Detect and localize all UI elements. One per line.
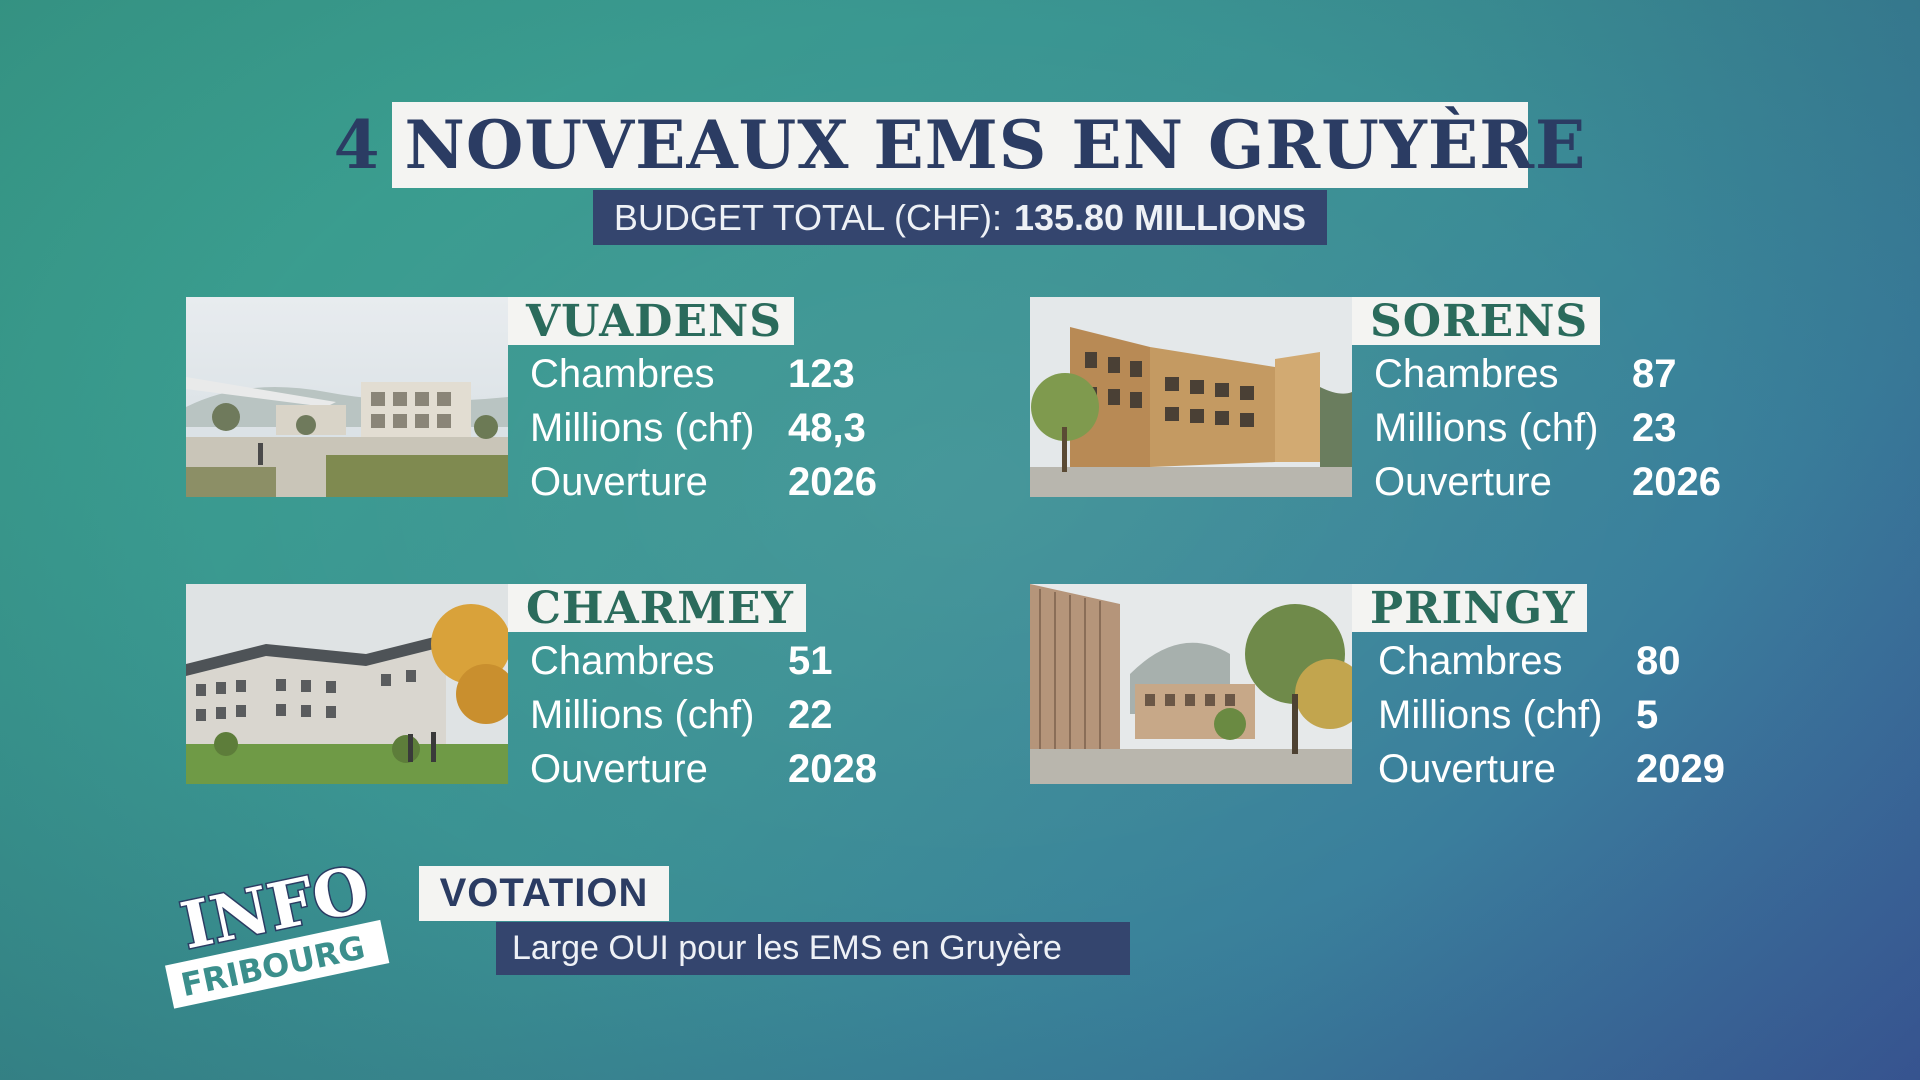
stat-label: Chambres [1374,351,1559,396]
stat-row-rooms: Chambres 123 [530,347,855,401]
project-card-vuadens: VUADENS Chambres 123 Millions (chf) 48,3… [186,295,906,504]
project-card-pringy: PRINGY Chambres 80 Millions (chf) 5 Ouve… [1030,582,1750,791]
stat-row-millions: Millions (chf) 23 [1374,401,1677,455]
budget-banner: BUDGET TOTAL (CHF): 135.80 MILLIONS [593,190,1327,245]
stat-row-millions: Millions (chf) 48,3 [530,401,866,455]
vuadens-rendering-image [186,297,508,497]
votation-label: VOTATION [439,871,649,915]
stat-row-opening: Ouverture 2029 [1378,742,1725,796]
project-card-sorens: SORENS Chambres 87 Millions (chf) 23 Ouv… [1030,295,1750,504]
stat-value: 80 [1636,638,1681,683]
stat-value: 23 [1632,405,1677,450]
stat-label: Chambres [530,638,715,683]
stat-row-rooms: Chambres 80 [1378,634,1681,688]
stat-value: 87 [1632,351,1677,396]
stat-value: 2028 [788,746,877,791]
budget-label: BUDGET TOTAL (CHF): [613,196,1002,238]
stat-label: Millions (chf) [530,692,755,737]
stat-label: Chambres [1378,638,1563,683]
pringy-rendering-image [1030,584,1352,784]
project-name-tag: PRINGY [1352,582,1588,634]
stat-value: 5 [1636,692,1659,737]
stat-row-opening: Ouverture 2028 [530,742,877,796]
stat-row-opening: Ouverture 2026 [1374,455,1721,509]
stat-label: Millions (chf) [1378,692,1603,737]
subtitle-banner: Large OUI pour les EMS en Gruyère [496,922,1130,975]
stat-row-opening: Ouverture 2026 [530,455,877,509]
stat-value: 51 [788,638,833,683]
votation-tag: VOTATION [419,866,669,921]
stat-label: Ouverture [1378,746,1556,791]
budget-value: 135.80 MILLIONS [1013,196,1307,238]
project-name-tag: CHARMEY [508,582,806,634]
stat-value: 22 [788,692,833,737]
page-title: 4 NOUVEAUX EMS EN GRUYÈRE [333,106,1587,184]
stat-label: Millions (chf) [1374,405,1599,450]
project-name-tag: SORENS [1352,295,1601,347]
project-name: SORENS [1370,295,1589,347]
sorens-rendering-image [1030,297,1352,497]
stat-row-millions: Millions (chf) 22 [530,688,833,742]
logo-banner [165,919,390,1009]
stat-row-rooms: Chambres 51 [530,634,833,688]
stat-value: 2026 [788,459,877,504]
charmey-rendering-image [186,584,508,784]
info-fribourg-logo: INFO FRIBOURG [150,850,400,1010]
stat-label: Ouverture [530,746,708,791]
stat-value: 2026 [1632,459,1721,504]
stat-row-rooms: Chambres 87 [1374,347,1677,401]
project-name: CHARMEY [526,582,794,634]
stat-value: 123 [788,351,855,396]
stat-label: Ouverture [530,459,708,504]
project-name: VUADENS [526,295,782,347]
subtitle-text: Large OUI pour les EMS en Gruyère [512,929,1062,967]
title-banner: 4 NOUVEAUX EMS EN GRUYÈRE [334,102,1585,188]
stat-value: 2029 [1636,746,1725,791]
stat-value: 48,3 [788,405,866,450]
stat-row-millions: Millions (chf) 5 [1378,688,1658,742]
project-card-charmey: CHARMEY Chambres 51 Millions (chf) 22 Ou… [186,582,906,791]
project-name: PRINGY [1370,582,1576,634]
stat-label: Chambres [530,351,715,396]
stat-label: Ouverture [1374,459,1552,504]
stat-label: Millions (chf) [530,405,755,450]
project-name-tag: VUADENS [508,295,794,347]
